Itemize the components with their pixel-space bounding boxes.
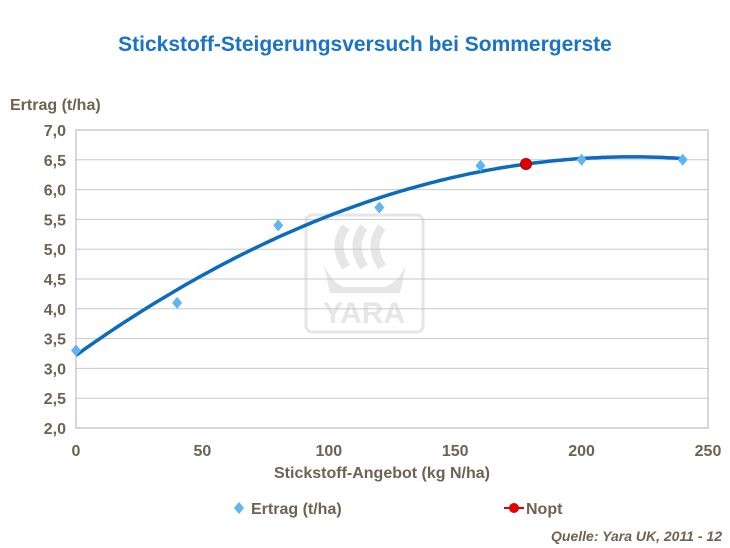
source-note: Quelle: Yara UK, 2011 - 12 xyxy=(551,528,722,544)
watermark-logo-ship xyxy=(324,265,406,293)
legend-marker-nopt xyxy=(509,503,519,513)
y-tick-label: 3,5 xyxy=(44,332,66,349)
y-tick-label: 4,0 xyxy=(44,302,66,319)
x-tick-label: 250 xyxy=(695,443,722,460)
x-tick-label: 100 xyxy=(315,443,342,460)
x-tick-label: 150 xyxy=(442,443,469,460)
y-tick-label: 6,5 xyxy=(44,153,66,170)
y-tick-label: 5,0 xyxy=(44,242,66,259)
data-point-ertrag xyxy=(475,159,486,172)
data-point-nopt xyxy=(519,157,532,170)
y-axis-label: Ertrag (t/ha) xyxy=(10,97,101,114)
legend-label-ertrag: Ertrag (t/ha) xyxy=(251,501,342,518)
data-point-ertrag xyxy=(576,153,587,166)
data-point-ertrag xyxy=(374,201,385,214)
data-point-ertrag xyxy=(172,296,183,309)
y-tick-label: 4,5 xyxy=(44,272,66,289)
y-tick-label: 6,0 xyxy=(44,183,66,200)
x-tick-label: 200 xyxy=(568,443,595,460)
watermark-logo-text: YARA xyxy=(323,297,405,330)
y-tick-label: 2,0 xyxy=(44,421,66,438)
data-point-ertrag xyxy=(273,219,284,232)
x-tick-label: 50 xyxy=(194,443,212,460)
chart-title: Stickstoff-Steigerungsversuch bei Sommer… xyxy=(118,33,612,56)
watermark-logo-frame xyxy=(304,213,425,334)
y-tick-label: 5,5 xyxy=(44,212,66,229)
x-tick-label: 0 xyxy=(72,443,81,460)
legend-label-nopt: Nopt xyxy=(526,501,563,518)
y-tick-label: 2,5 xyxy=(44,391,66,408)
y-tick-label: 7,0 xyxy=(44,123,66,140)
watermark-logo-sail xyxy=(352,224,368,270)
legend-marker-ertrag xyxy=(234,502,244,514)
data-point-ertrag xyxy=(71,344,81,357)
data-point-ertrag xyxy=(677,153,688,166)
watermark-logo-sail xyxy=(334,224,350,270)
watermark-logo-sail xyxy=(370,224,386,270)
x-axis-label: Stickstoff-Angebot (kg N/ha) xyxy=(274,465,490,482)
y-tick-label: 3,0 xyxy=(44,361,66,378)
plot-border xyxy=(75,129,709,429)
